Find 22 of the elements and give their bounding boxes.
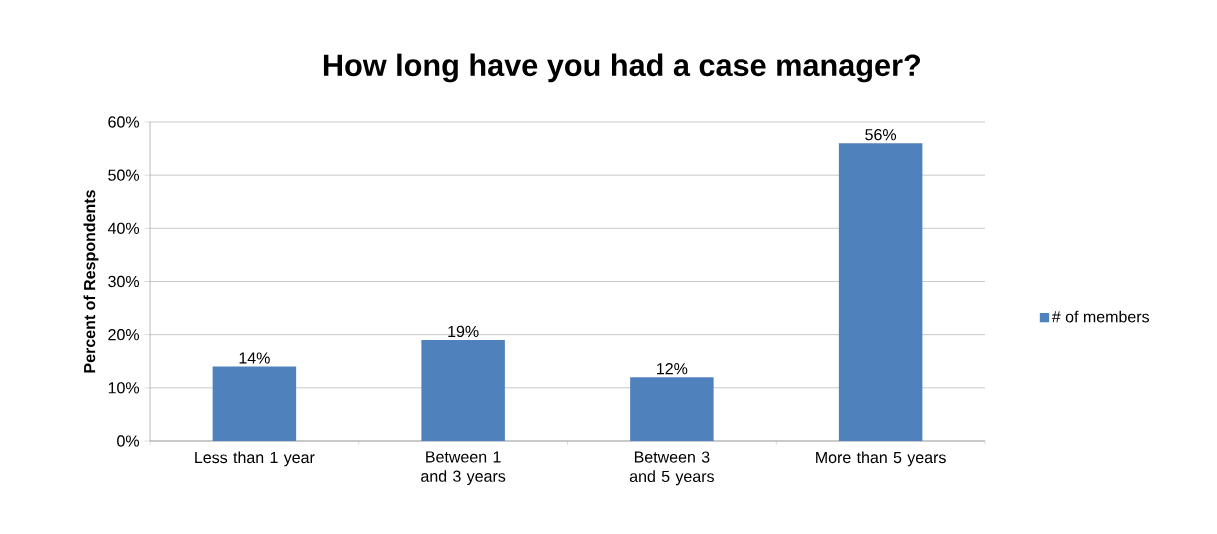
data-label: 19% [448, 325, 479, 338]
y-tick-label: 60% [108, 116, 140, 128]
bar [838, 143, 923, 441]
y-tick-label: 40% [107, 222, 140, 234]
y-tick-label: 0% [117, 435, 140, 447]
y-tick-label: 20% [108, 329, 140, 341]
y-tick-label: 10% [108, 382, 140, 394]
data-label: 12% [657, 362, 688, 375]
data-label: 14% [239, 352, 270, 364]
data-label: 56% [865, 129, 897, 141]
legend-label: # of members [1051, 310, 1150, 323]
bar [212, 366, 297, 441]
bar [421, 339, 505, 441]
y-tick-label: 30% [108, 275, 140, 288]
x-tick-label: More than 5 years [816, 451, 946, 467]
x-tick-label: Less than 1 year [195, 451, 315, 467]
y-tick-label: 50% [108, 169, 140, 181]
x-tick-label: Between 3 and 5 years [629, 451, 714, 486]
bar [630, 377, 714, 441]
x-tick-label: Between 1 and 3 years [421, 451, 506, 486]
chart-title: How long have you had a case manager? [323, 53, 920, 83]
y-axis-title: Percent of Respondents [83, 190, 99, 373]
